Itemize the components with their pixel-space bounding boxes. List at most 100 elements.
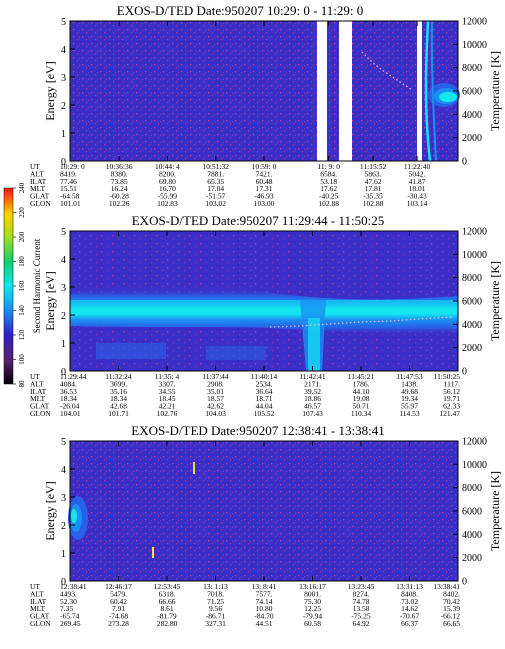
ephemeris-cell: 1438. — [401, 379, 418, 388]
ephemeris-cell: 49.68 — [401, 387, 418, 396]
energy-tick-label: 2 — [61, 311, 66, 322]
ephemeris-cell: 19.08 — [353, 394, 370, 403]
ephemeris-cell: -35.35 — [363, 192, 383, 201]
ephemeris-cell: 64.92 — [353, 619, 370, 628]
ephemeris-cell: -55.99 — [158, 192, 178, 201]
ephemeris-cell: 105.52 — [254, 409, 275, 418]
ephemeris-row-label: GLAT — [30, 192, 50, 201]
ephemeris-cell: 8408. — [401, 589, 418, 598]
ephemeris-cell: 18.57 — [207, 394, 224, 403]
ephemeris-cell: 11:42:41 — [299, 372, 326, 381]
ephemeris-cell: 269.45 — [60, 619, 81, 628]
panel-1-gap — [317, 21, 327, 161]
panel-1-gap — [417, 21, 422, 161]
panel-2-ylabel-right: Temperature [K] — [488, 261, 502, 341]
ephemeris-cell: -60.28 — [109, 192, 129, 201]
ephemeris-cell: 65.35 — [207, 177, 224, 186]
ephemeris-cell: -86.71 — [206, 612, 226, 621]
panel-2-ephemeris-table: UTALTILATMLTGLATGLON11:29:444084.36.5318… — [30, 372, 460, 418]
ephemeris-cell: -70.67 — [400, 612, 420, 621]
panel-1: EXOS-D/TED Date:950207 10:29: 0 - 11:29:… — [30, 3, 502, 208]
temperature-tick-label: 2000 — [462, 133, 482, 144]
colorbar-tick-label: 240 — [18, 182, 26, 193]
ephemeris-cell: 11:40:14 — [251, 372, 278, 381]
ephemeris-cell: 60.48 — [256, 177, 273, 186]
ephemeris-cell: 6318. — [159, 589, 176, 598]
ephemeris-cell: -66.12 — [441, 612, 461, 621]
ephemeris-cell: 73.02 — [401, 597, 418, 606]
ephemeris-cell: 7.91 — [112, 604, 125, 613]
ephemeris-cell: 11:37:44 — [202, 372, 229, 381]
temperature-tick-label: 8000 — [462, 483, 482, 494]
ephemeris-cell: 11:50:25 — [434, 372, 461, 381]
ephemeris-cell: 102.88 — [363, 199, 384, 208]
temperature-tick-label: 2000 — [462, 343, 482, 354]
ephemeris-cell: 11:29:44 — [60, 372, 87, 381]
ephemeris-cell: 13:38:41 — [433, 582, 460, 591]
ephemeris-row-label: ALT — [30, 379, 44, 388]
ephemeris-cell: 103.02 — [205, 199, 226, 208]
ephemeris-cell: 34.55 — [159, 387, 176, 396]
ephemeris-cell: 327.31 — [205, 619, 226, 628]
panel-3-title: EXOS-D/TED Date:950207 12:38:41 - 13:38:… — [131, 423, 384, 438]
panel-1-ylabel-right: Temperature [K] — [488, 51, 502, 131]
ephemeris-cell: 1117. — [444, 379, 460, 388]
ephemeris-cell: 17.62 — [320, 184, 337, 193]
temperature-tick-label: 10000 — [462, 460, 487, 471]
ephemeris-cell: 3307. — [159, 379, 176, 388]
ephemeris-cell: 55.97 — [401, 402, 418, 411]
temperature-tick-label: 10000 — [462, 250, 487, 261]
energy-tick-label: 0 — [61, 577, 66, 588]
ephemeris-cell: 18.71 — [256, 394, 273, 403]
ephemeris-cell: 4493. — [60, 589, 77, 598]
ephemeris-cell: 8402. — [443, 589, 460, 598]
ephemeris-cell: 102.26 — [109, 199, 130, 208]
ephemeris-row-label: UT — [30, 372, 40, 381]
energy-tick-label: 3 — [61, 493, 66, 504]
ephemeris-cell: 75.30 — [304, 597, 321, 606]
ephemeris-cell: 41.87 — [409, 177, 426, 186]
ephemeris-cell: 104.03 — [205, 409, 226, 418]
ephemeris-cell: 17.04 — [207, 184, 224, 193]
ephemeris-cell: 12.25 — [304, 604, 321, 613]
panel-3-axes: 0 1 2 3 4 5 0 2000 4000 6000 8000 10000 12000 — [61, 437, 487, 589]
ephemeris-cell: 273.28 — [108, 619, 129, 628]
energy-tick-label: 0 — [61, 367, 66, 378]
ephemeris-cell: 8200. — [159, 169, 176, 178]
ephemeris-cell: 52.30 — [60, 597, 77, 606]
colorbar-tick-label: 180 — [18, 256, 26, 267]
ephemeris-row-label: GLON — [30, 199, 51, 208]
ephemeris-cell: 19.71 — [443, 394, 460, 403]
temperature-tick-label: 6000 — [462, 507, 482, 518]
panel-2-band — [70, 287, 458, 371]
ephemeris-row-label: MLT — [30, 604, 46, 613]
ephemeris-cell: 13:31:13 — [396, 582, 423, 591]
ephemeris-cell: 7577. — [256, 589, 273, 598]
ephemeris-cell: 66.65 — [443, 619, 460, 628]
ephemeris-cell: 16.24 — [111, 184, 128, 193]
ephemeris-cell: 18.86 — [304, 394, 321, 403]
colorbar-tick-label: 220 — [18, 207, 26, 218]
ephemeris-cell: 11:15:52 — [360, 162, 387, 171]
temperature-tick-label: 4000 — [462, 110, 482, 121]
ephemeris-cell: 15.39 — [443, 604, 460, 613]
ephemeris-cell: 5042. — [409, 169, 426, 178]
ephemeris-cell: 47.62 — [365, 177, 382, 186]
ephemeris-cell: 70.42 — [443, 597, 460, 606]
panel-2-title: EXOS-D/TED Date:950207 11:29:44 - 11:50:… — [132, 213, 385, 228]
colorbar-tick-label: 160 — [18, 280, 26, 291]
ephemeris-cell: 7.35 — [60, 604, 73, 613]
ephemeris-cell: 18.01 — [409, 184, 426, 193]
ephemeris-cell: 110.34 — [351, 409, 372, 418]
ephemeris-cell: 44.10 — [353, 387, 370, 396]
ephemeris-row-label: ILAT — [30, 177, 47, 186]
energy-tick-label: 2 — [61, 521, 66, 532]
temperature-tick-label: 4000 — [462, 320, 482, 331]
ephemeris-cell: 10:44: 4 — [155, 162, 180, 171]
temperature-tick-label: 0 — [462, 157, 467, 168]
energy-tick-label: 1 — [61, 339, 66, 350]
temperature-tick-label: 6000 — [462, 297, 482, 308]
ephemeris-cell: 13:23:45 — [348, 582, 375, 591]
